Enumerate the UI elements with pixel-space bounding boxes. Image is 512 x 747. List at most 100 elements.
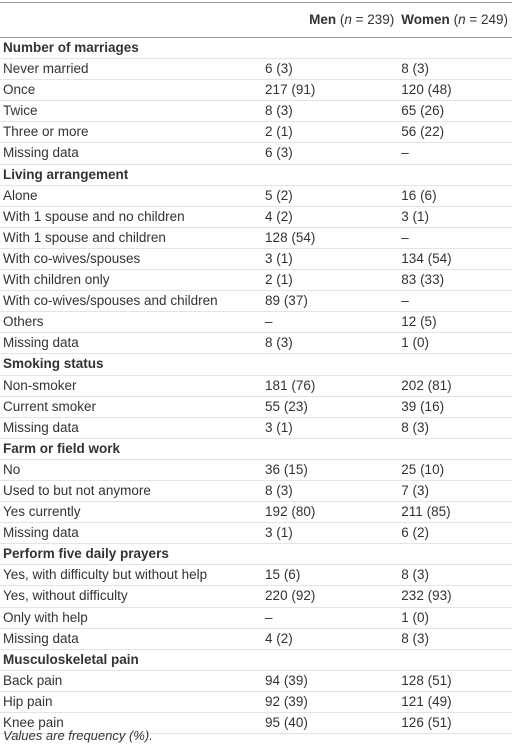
column-name: Women xyxy=(401,11,450,27)
section-row: Living arrangement xyxy=(0,164,512,186)
cell-value: 56 (22) xyxy=(398,121,512,144)
section-title: Farm or field work xyxy=(0,438,512,460)
cell-value: 92 (39) xyxy=(262,691,399,714)
column-n: = 249) xyxy=(465,11,508,27)
cell-value: 4 (2) xyxy=(262,628,399,650)
cell-value: 2 (1) xyxy=(262,121,399,144)
row-label: Missing data xyxy=(0,332,263,355)
row-label: Three or more xyxy=(0,121,263,144)
cell-value: – xyxy=(262,607,399,629)
footnote: Values are frequency (%). xyxy=(3,728,153,743)
cell-value: 8 (3) xyxy=(398,58,512,81)
column-n: n xyxy=(344,11,352,27)
row-label: With children only xyxy=(0,269,263,292)
row-label: Others xyxy=(0,311,263,334)
cell-value: – xyxy=(398,142,512,165)
cell-value: 5 (2) xyxy=(262,185,399,207)
row-label: Yes currently xyxy=(0,501,263,524)
row-label: Yes, without difficulty xyxy=(0,585,263,608)
data-row: With 1 spouse and no children 4 (2) 3 (1) xyxy=(0,206,512,228)
row-label: Never married xyxy=(0,58,263,81)
cell-value: 6 (3) xyxy=(262,58,399,81)
data-row: Yes, without difficulty 220 (92) 232 (93) xyxy=(0,585,512,608)
cell-value: 202 (81) xyxy=(398,375,512,397)
column-header: Men (n = 239) xyxy=(262,2,399,38)
row-label: Missing data xyxy=(0,142,263,165)
section-row: Perform five daily prayers xyxy=(0,543,512,566)
row-label: Hip pain xyxy=(0,691,263,714)
data-row: Others –12 (5) xyxy=(0,311,512,334)
cell-value: 128 (54) xyxy=(262,227,399,249)
row-label: Used to but not anymore xyxy=(0,480,263,503)
cell-value: 3 (1) xyxy=(262,248,399,271)
cell-value: – xyxy=(262,311,399,334)
data-row: Never married 6 (3) 8 (3) xyxy=(0,58,512,81)
section-title: Smoking status xyxy=(0,353,512,376)
cell-value: 8 (3) xyxy=(398,417,512,439)
cell-value: 12 (5) xyxy=(398,311,512,334)
column-header: Women (n = 249) xyxy=(398,2,512,38)
data-row: Missing data 3 (1) 6 (2) xyxy=(0,522,512,545)
header-row: Men (n = 239) Women (n = 249) xyxy=(0,2,512,38)
row-label: With 1 spouse and no children xyxy=(0,206,263,228)
cell-value: 8 (3) xyxy=(398,564,512,587)
cell-value: 6 (2) xyxy=(398,522,512,545)
data-row: With co-wives/spouses 3 (1) 134 (54) xyxy=(0,248,512,271)
section-row: Number of marriages xyxy=(0,37,512,60)
cell-value: 120 (48) xyxy=(398,79,512,102)
data-row: Yes currently 192 (80) 211 (85) xyxy=(0,501,512,524)
section-title: Living arrangement xyxy=(0,164,512,186)
data-row: Non-smoker 181 (76) 202 (81) xyxy=(0,375,512,397)
row-label: Missing data xyxy=(0,417,263,439)
data-row: Yes, with difficulty but without help 15 … xyxy=(0,564,512,587)
data-row: Missing data 4 (2) 8 (3) xyxy=(0,628,512,650)
cell-value: – xyxy=(398,290,512,313)
cell-value: 3 (1) xyxy=(262,522,399,545)
cell-value: 3 (1) xyxy=(262,417,399,439)
cell-value: 83 (33) xyxy=(398,269,512,292)
column-n: ( xyxy=(339,11,345,27)
cell-value: 220 (92) xyxy=(262,585,399,608)
row-label: No xyxy=(0,459,263,481)
cell-value: 7 (3) xyxy=(398,480,512,503)
cell-value: 36 (15) xyxy=(262,459,399,481)
row-label: Current smoker xyxy=(0,396,263,418)
cell-value: 25 (10) xyxy=(398,459,512,481)
cell-value: 232 (93) xyxy=(398,585,512,608)
cell-value: 15 (6) xyxy=(262,564,399,587)
data-row: Missing data 3 (1) 8 (3) xyxy=(0,417,512,439)
cell-value: 65 (26) xyxy=(398,100,512,123)
section-title: Number of marriages xyxy=(0,37,512,60)
data-row: Twice 8 (3) 65 (26) xyxy=(0,100,512,123)
cell-value: 8 (3) xyxy=(262,332,399,355)
section-title: Perform five daily prayers xyxy=(0,543,512,566)
cell-value: 134 (54) xyxy=(398,248,512,271)
row-label: Missing data xyxy=(0,522,263,545)
section-title: Musculoskeletal pain xyxy=(0,649,512,671)
cell-value: 6 (3) xyxy=(262,142,399,165)
cell-value: 55 (23) xyxy=(262,396,399,418)
row-label: Non-smoker xyxy=(0,375,263,397)
data-row: Used to but not anymore 8 (3) 7 (3) xyxy=(0,480,512,503)
data-row: Alone 5 (2) 16 (6) xyxy=(0,185,512,207)
cell-value: – xyxy=(398,227,512,249)
cell-value: 16 (6) xyxy=(398,185,512,207)
cell-value: 217 (91) xyxy=(262,79,399,102)
column-n: n xyxy=(458,11,466,27)
cell-value: 94 (39) xyxy=(262,670,399,692)
data-row: Missing data 6 (3) – xyxy=(0,142,512,165)
cell-value: 95 (40) xyxy=(262,712,399,735)
section-row: Musculoskeletal pain xyxy=(0,649,512,671)
cell-value: 211 (85) xyxy=(398,501,512,524)
data-row: With co-wives/spouses and children 89 (37… xyxy=(0,290,512,313)
data-row: Once 217 (91) 120 (48) xyxy=(0,79,512,102)
data-row: Hip pain 92 (39) 121 (49) xyxy=(0,691,512,714)
cell-value: 126 (51) xyxy=(398,712,512,735)
data-row: With 1 spouse and children 128 (54) – xyxy=(0,227,512,249)
data-row: Three or more 2 (1) 56 (22) xyxy=(0,121,512,144)
header-blank xyxy=(0,2,263,38)
row-label: With co-wives/spouses and children xyxy=(0,290,263,313)
row-label: Yes, with difficulty but without help xyxy=(0,564,263,587)
row-label: Once xyxy=(0,79,263,102)
